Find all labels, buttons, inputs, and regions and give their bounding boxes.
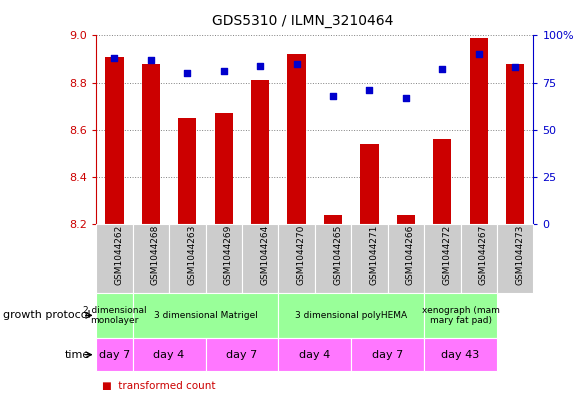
Bar	[287, 54, 305, 393]
Bar	[106, 57, 124, 393]
Text: day 43: day 43	[441, 350, 480, 360]
Text: GSM1044271: GSM1044271	[370, 225, 378, 285]
Bar	[470, 38, 488, 393]
Point	[146, 57, 156, 63]
Point	[255, 62, 265, 69]
Bar	[251, 80, 269, 393]
Text: GDS5310 / ILMN_3210464: GDS5310 / ILMN_3210464	[212, 14, 394, 28]
Text: growth protocol: growth protocol	[3, 310, 90, 320]
Point	[219, 68, 229, 74]
Bar	[433, 139, 451, 393]
Point	[182, 70, 192, 76]
Bar	[360, 144, 378, 393]
Bar	[142, 64, 160, 393]
Text: day 4: day 4	[299, 350, 331, 360]
Text: GSM1044263: GSM1044263	[187, 225, 196, 285]
Text: GSM1044267: GSM1044267	[479, 225, 488, 285]
Text: GSM1044262: GSM1044262	[114, 225, 124, 285]
Point	[365, 87, 374, 93]
Text: day 7: day 7	[99, 350, 130, 360]
Point	[328, 93, 338, 99]
Bar	[178, 118, 196, 393]
Point	[292, 61, 301, 67]
Text: ■  transformed count: ■ transformed count	[102, 381, 216, 391]
Bar	[215, 113, 233, 393]
Point	[474, 51, 483, 57]
Text: day 7: day 7	[226, 350, 258, 360]
Text: GSM1044266: GSM1044266	[406, 225, 415, 285]
Text: day 4: day 4	[153, 350, 185, 360]
Text: day 7: day 7	[372, 350, 403, 360]
Text: GSM1044273: GSM1044273	[515, 225, 524, 285]
Text: GSM1044272: GSM1044272	[442, 225, 451, 285]
Text: xenograph (mam
mary fat pad): xenograph (mam mary fat pad)	[422, 306, 500, 325]
Text: GSM1044269: GSM1044269	[224, 225, 233, 285]
Bar	[397, 215, 415, 393]
Text: 3 dimensional polyHEMA: 3 dimensional polyHEMA	[295, 311, 408, 320]
Text: GSM1044265: GSM1044265	[333, 225, 342, 285]
Text: time: time	[65, 350, 90, 360]
Text: 2 dimensional
monolayer: 2 dimensional monolayer	[83, 306, 146, 325]
Text: GSM1044268: GSM1044268	[151, 225, 160, 285]
Point	[438, 66, 447, 72]
Point	[110, 55, 119, 61]
Text: GSM1044264: GSM1044264	[260, 225, 269, 285]
Point	[511, 64, 520, 71]
Text: 3 dimensional Matrigel: 3 dimensional Matrigel	[153, 311, 258, 320]
Bar	[324, 215, 342, 393]
Point	[401, 94, 410, 101]
Bar	[506, 64, 524, 393]
Text: GSM1044270: GSM1044270	[297, 225, 305, 285]
